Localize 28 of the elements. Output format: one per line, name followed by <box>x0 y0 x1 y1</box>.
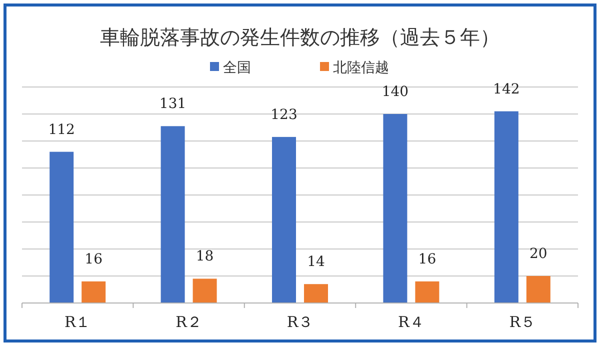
data-label: 20 <box>529 246 548 262</box>
bar <box>160 126 185 303</box>
data-label: 142 <box>493 81 520 98</box>
data-label: 112 <box>48 122 75 138</box>
legend-label: 全国 <box>223 60 251 76</box>
data-label: 123 <box>270 106 298 123</box>
bar <box>494 111 518 303</box>
data-label: 16 <box>84 251 103 268</box>
x-tick-label: R２ <box>176 313 202 331</box>
bar <box>304 284 328 303</box>
bar <box>383 114 408 303</box>
x-tick-label: R５ <box>509 313 536 331</box>
data-label: 14 <box>307 254 325 270</box>
bar <box>82 281 106 303</box>
legend-label: 北陸信越 <box>333 60 389 76</box>
x-tick-label: R４ <box>398 313 424 331</box>
data-label: 140 <box>382 84 409 100</box>
x-tick-label: R１ <box>64 313 91 331</box>
data-label: 131 <box>159 96 186 112</box>
data-label: 18 <box>196 248 214 265</box>
x-tick-label: R３ <box>286 313 314 331</box>
data-label: 16 <box>418 251 436 268</box>
bar <box>192 278 217 303</box>
bar <box>415 281 440 303</box>
bar <box>526 276 550 303</box>
chart-title: 車輪脱落事故の発生件数の推移（過去５年） <box>100 25 500 49</box>
bar <box>272 136 296 303</box>
bar <box>50 152 74 303</box>
